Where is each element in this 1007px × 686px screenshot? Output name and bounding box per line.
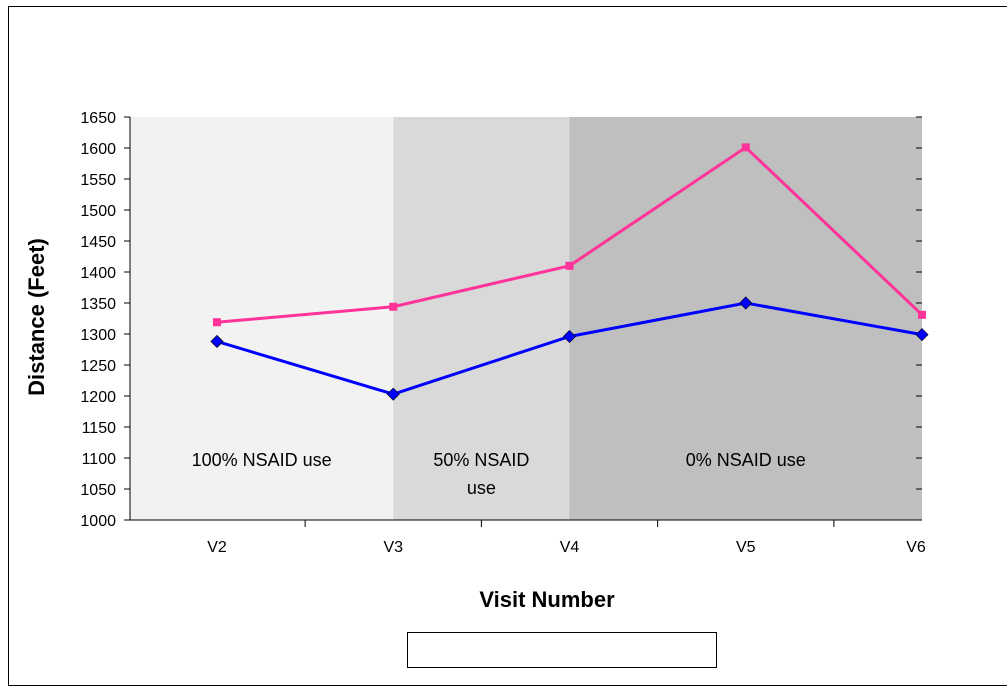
placebo-point bbox=[739, 296, 753, 310]
nsaid-band-1 bbox=[393, 117, 570, 520]
nsaid-band-label-2: 0% NSAID use bbox=[686, 450, 806, 470]
y-tick-label: 1350 bbox=[80, 296, 116, 313]
aquamin-point bbox=[213, 318, 221, 327]
y-tick-label: 1400 bbox=[80, 265, 116, 282]
x-axis-title: Visit Number bbox=[479, 587, 615, 612]
x-tick-label: V5 bbox=[736, 539, 756, 556]
y-tick-label: 1000 bbox=[80, 513, 116, 530]
y-tick-label: 1150 bbox=[82, 420, 117, 437]
placebo-point bbox=[386, 387, 400, 401]
nsaid-band-label-1: 50% NSAID bbox=[433, 450, 529, 470]
placebo-point bbox=[210, 334, 224, 349]
aquamin-point bbox=[389, 302, 398, 311]
nsaid-band-label-0: 100% NSAID use bbox=[192, 450, 332, 470]
x-tick-label: V3 bbox=[383, 539, 403, 556]
y-tick-label: 1050 bbox=[80, 482, 116, 499]
placebo-point bbox=[915, 328, 929, 342]
y-tick-label: 1300 bbox=[80, 327, 116, 344]
y-tick-label: 1600 bbox=[80, 141, 116, 158]
x-tick-label: V6 bbox=[906, 539, 926, 556]
y-tick-label: 1200 bbox=[80, 389, 116, 406]
y-tick-label: 1650 bbox=[80, 110, 116, 127]
nsaid-band-label-1: use bbox=[467, 478, 496, 498]
aquamin-point bbox=[565, 261, 574, 270]
y-tick-label: 1550 bbox=[80, 172, 116, 189]
y-tick-label: 1250 bbox=[80, 358, 116, 375]
x-tick-label: V4 bbox=[560, 539, 580, 556]
y-axis-title: Distance (Feet) bbox=[24, 238, 49, 396]
aquamin-point bbox=[918, 310, 926, 319]
x-tick-label: V2 bbox=[207, 539, 227, 556]
y-tick-label: 1500 bbox=[80, 203, 116, 220]
legend bbox=[407, 632, 717, 668]
aquamin-point bbox=[741, 143, 750, 152]
nsaid-band-2 bbox=[569, 117, 922, 520]
y-tick-label: 1100 bbox=[82, 451, 117, 468]
placebo-point bbox=[562, 329, 577, 344]
y-tick-label: 1450 bbox=[80, 234, 116, 251]
